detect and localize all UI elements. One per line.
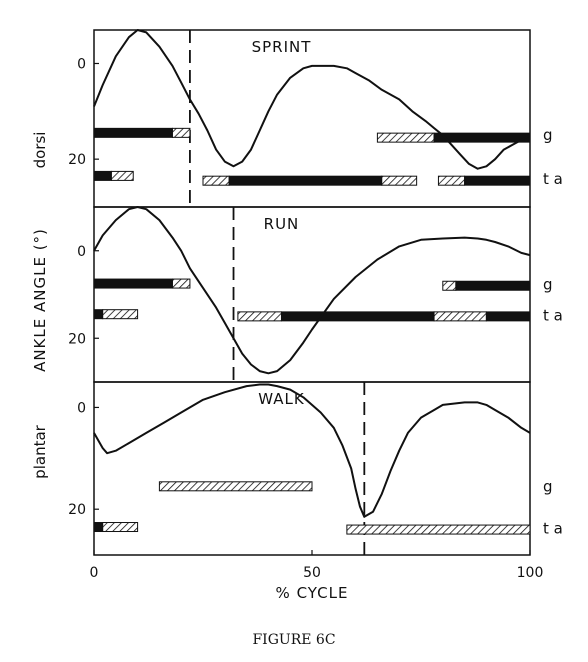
panel-run: RUN 0 20 g t a [68, 206, 563, 383]
emg-segment-active [93, 309, 104, 320]
emg-bar-ta [93, 522, 139, 533]
panel-walk: WALK 0 20 g t a [68, 381, 563, 556]
panel-sprint: SPRINT 0 20 g t a [68, 29, 563, 208]
emg-bar-ta [202, 175, 418, 186]
panel-frame [93, 206, 531, 383]
figure-caption: FIGURE 6C [252, 632, 335, 648]
y-tick-label: 20 [68, 502, 86, 518]
x-tick-label: 0 [90, 565, 99, 581]
emg-segment-active [93, 522, 104, 533]
emg-segment-active [455, 280, 531, 291]
emg-segment-partial [437, 175, 466, 186]
y-axis-label: ANKLE ANGLE (°) [31, 228, 49, 372]
muscle-label-g: g [543, 276, 553, 294]
y-tick-label: 20 [68, 331, 86, 347]
y-axis-label-dorsi: dorsi [31, 132, 49, 169]
angle-curve-walk [93, 383, 531, 518]
emg-segment-partial [158, 481, 313, 492]
y-tick-label: 0 [77, 244, 86, 260]
emg-segment-partial [442, 280, 457, 291]
emg-segment-partial [376, 132, 435, 143]
emg-segment-partial [433, 311, 487, 322]
emg-segment-partial [381, 175, 418, 186]
emg-bar-ta [437, 175, 531, 186]
emg-segment-active [228, 175, 383, 186]
emg-segment-partial [110, 170, 134, 181]
emg-segment-partial [237, 311, 282, 322]
emg-bar-g [376, 132, 531, 143]
muscle-label-ta: t a [543, 519, 563, 537]
emg-bar-ta [93, 170, 134, 181]
y-tick-label: 20 [68, 152, 86, 168]
emg-bar-ta [237, 311, 531, 322]
panels-layer: SPRINT 0 20 g t a RUN 0 20 g t a WALK 0 20 g t a 0 50 100 [68, 29, 563, 581]
emg-segment-partial [102, 309, 139, 320]
y-axis-label-plantar: plantar [31, 424, 49, 478]
x-tick-label: 50 [303, 565, 321, 581]
emg-bar-g [442, 280, 531, 291]
emg-segment-active [464, 175, 531, 186]
angle-curve-run [93, 206, 531, 375]
emg-segment-active [93, 170, 112, 181]
angle-curve-sprint [93, 29, 531, 170]
muscle-label-g: g [543, 126, 553, 144]
muscle-label-g: g [543, 477, 553, 495]
emg-segment-partial [171, 127, 191, 138]
panel-title: RUN [264, 215, 300, 233]
emg-bar-ta [346, 524, 531, 535]
emg-segment-partial [346, 524, 531, 535]
muscle-label-ta: t a [543, 170, 563, 188]
emg-segment-partial [102, 522, 139, 533]
emg-segment-active [93, 278, 173, 289]
emg-segment-active [280, 311, 435, 322]
emg-segment-active [433, 132, 531, 143]
panel-title: WALK [258, 390, 305, 408]
y-tick-label: 0 [77, 56, 86, 72]
emg-segment-partial [202, 175, 230, 186]
muscle-label-ta: t a [543, 306, 563, 324]
emg-bar-g [93, 127, 191, 138]
x-axis-label: % CYCLE [276, 584, 349, 602]
emg-bar-g [158, 481, 313, 492]
emg-bar-ta [93, 309, 139, 320]
x-tick-label: 100 [517, 565, 544, 581]
y-tick-label: 0 [77, 400, 86, 416]
panel-title: SPRINT [252, 38, 312, 56]
emg-segment-partial [171, 278, 191, 289]
emg-segment-active [93, 127, 173, 138]
emg-segment-active [485, 311, 531, 322]
emg-bar-g [93, 278, 191, 289]
